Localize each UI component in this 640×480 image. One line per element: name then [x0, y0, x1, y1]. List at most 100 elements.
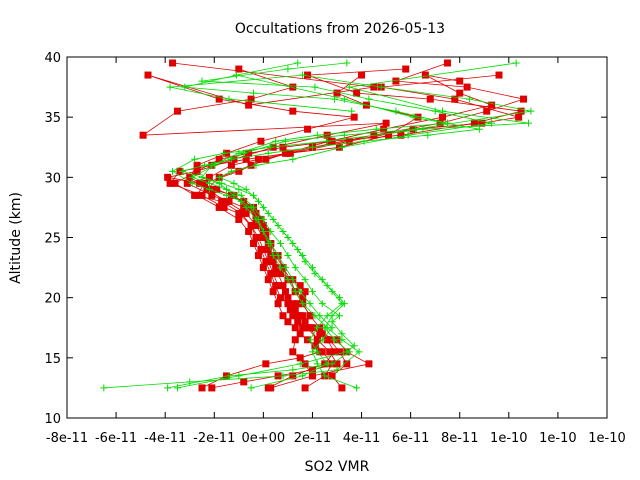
data-point — [235, 372, 243, 380]
data-point — [385, 131, 393, 139]
series-3 — [171, 65, 525, 392]
data-point — [225, 372, 233, 380]
data-point — [284, 294, 292, 302]
data-point — [269, 258, 277, 266]
data-point — [198, 384, 206, 392]
x-tick-label: 0e+00 — [242, 431, 286, 446]
data-point — [188, 173, 196, 181]
data-point — [259, 227, 267, 235]
data-point — [235, 215, 243, 223]
data-point — [235, 149, 243, 157]
x-tick-label: 2e-11 — [294, 431, 332, 446]
data-point — [144, 71, 152, 79]
data-point — [193, 161, 201, 169]
data-point — [279, 312, 287, 320]
data-point — [235, 65, 243, 73]
data-point — [296, 312, 304, 320]
series-12 — [178, 71, 483, 392]
data-point — [223, 197, 231, 205]
data-point — [365, 95, 373, 103]
data-point — [264, 246, 272, 254]
data-point — [313, 336, 321, 344]
data-point — [237, 191, 245, 199]
data-point — [466, 95, 474, 103]
y-tick-label: 25 — [44, 232, 61, 247]
data-point — [215, 203, 223, 211]
data-point — [483, 107, 491, 115]
series-layer — [100, 59, 535, 392]
data-point — [296, 330, 304, 338]
data-point — [186, 378, 194, 386]
data-point — [262, 155, 270, 163]
data-point — [289, 348, 297, 356]
data-point — [230, 179, 238, 187]
data-point — [205, 173, 213, 181]
data-point — [205, 179, 213, 187]
data-point — [335, 348, 343, 356]
x-tick-label: 1e-10 — [490, 431, 528, 446]
data-point — [328, 318, 336, 326]
x-tick-label: 1e-10 — [539, 431, 577, 446]
data-point — [338, 330, 346, 338]
data-point — [164, 384, 172, 392]
data-point — [198, 191, 206, 199]
data-point — [291, 324, 299, 332]
data-point — [259, 264, 267, 272]
data-point — [370, 83, 378, 91]
data-point — [291, 336, 299, 344]
data-point — [279, 282, 287, 290]
data-point — [308, 366, 316, 374]
data-point — [392, 107, 400, 115]
data-point — [299, 294, 307, 302]
data-point — [419, 125, 427, 133]
data-point — [304, 71, 312, 79]
data-point — [326, 348, 334, 356]
data-point — [313, 348, 321, 356]
data-point — [281, 137, 289, 145]
data-point — [353, 384, 361, 392]
data-point — [139, 131, 147, 139]
data-point — [279, 143, 287, 151]
data-point — [269, 270, 277, 278]
data-point — [264, 276, 272, 284]
data-point — [296, 354, 304, 362]
y-tick-label: 35 — [44, 111, 61, 126]
data-point — [215, 155, 223, 163]
data-point — [284, 65, 292, 73]
data-point — [414, 113, 422, 121]
data-point — [512, 59, 520, 67]
data-point — [193, 167, 201, 175]
data-point — [183, 179, 191, 187]
data-point — [350, 342, 358, 350]
data-point — [311, 83, 319, 91]
data-point — [527, 107, 535, 115]
data-point — [294, 318, 302, 326]
data-point — [284, 300, 292, 308]
data-point — [289, 300, 297, 308]
data-point — [289, 306, 297, 314]
data-point — [173, 107, 181, 115]
y-tick-label: 10 — [44, 412, 61, 427]
data-point — [451, 95, 459, 103]
data-point — [333, 89, 341, 97]
y-axis: 10 15 20 25 30 35 40 — [44, 51, 607, 427]
data-point — [343, 59, 351, 67]
data-point — [296, 288, 304, 296]
data-point — [321, 372, 329, 380]
data-point — [237, 197, 245, 205]
data-point — [227, 167, 235, 175]
data-point — [323, 360, 331, 368]
data-point — [218, 179, 226, 187]
data-point — [247, 221, 255, 229]
data-point — [277, 240, 285, 248]
y-tick-label: 20 — [44, 292, 61, 307]
data-point — [316, 330, 324, 338]
data-point — [281, 264, 289, 272]
data-point — [313, 360, 321, 368]
data-point — [345, 348, 353, 356]
x-tick-label: -2e-11 — [193, 431, 235, 446]
data-point — [316, 312, 324, 320]
data-point — [289, 240, 297, 248]
data-point — [304, 324, 312, 332]
data-point — [345, 83, 353, 91]
